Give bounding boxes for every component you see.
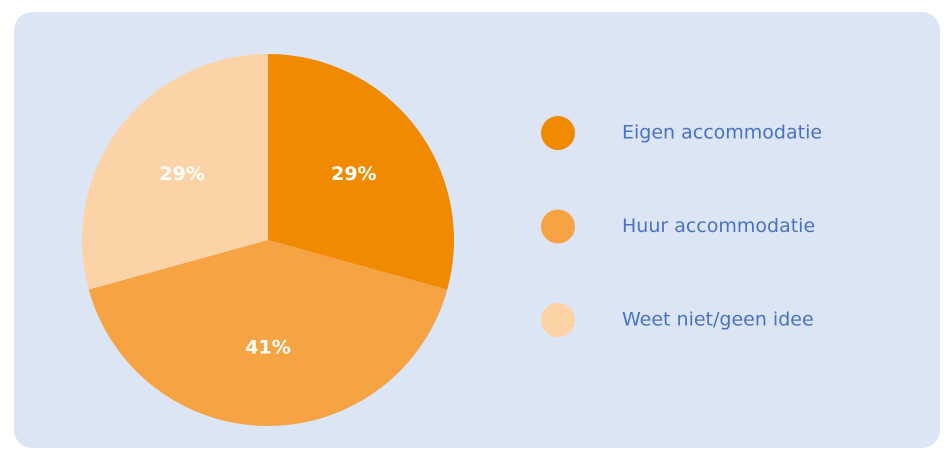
- value-label: 29%: [159, 163, 204, 185]
- legend-label: Weet niet/geen idee: [622, 309, 814, 331]
- pie-slice: [268, 54, 454, 290]
- value-label: 41%: [245, 336, 290, 358]
- legend-swatch: [541, 303, 575, 337]
- pie-slice: [82, 54, 269, 290]
- pie-slice: [88, 240, 448, 426]
- legend-label: Eigen accommodatie: [622, 122, 822, 144]
- legend-swatch: [541, 209, 575, 244]
- value-label: 29%: [331, 163, 376, 185]
- legend-swatch: [541, 116, 575, 150]
- legend-label: Huur accommodatie: [622, 215, 815, 237]
